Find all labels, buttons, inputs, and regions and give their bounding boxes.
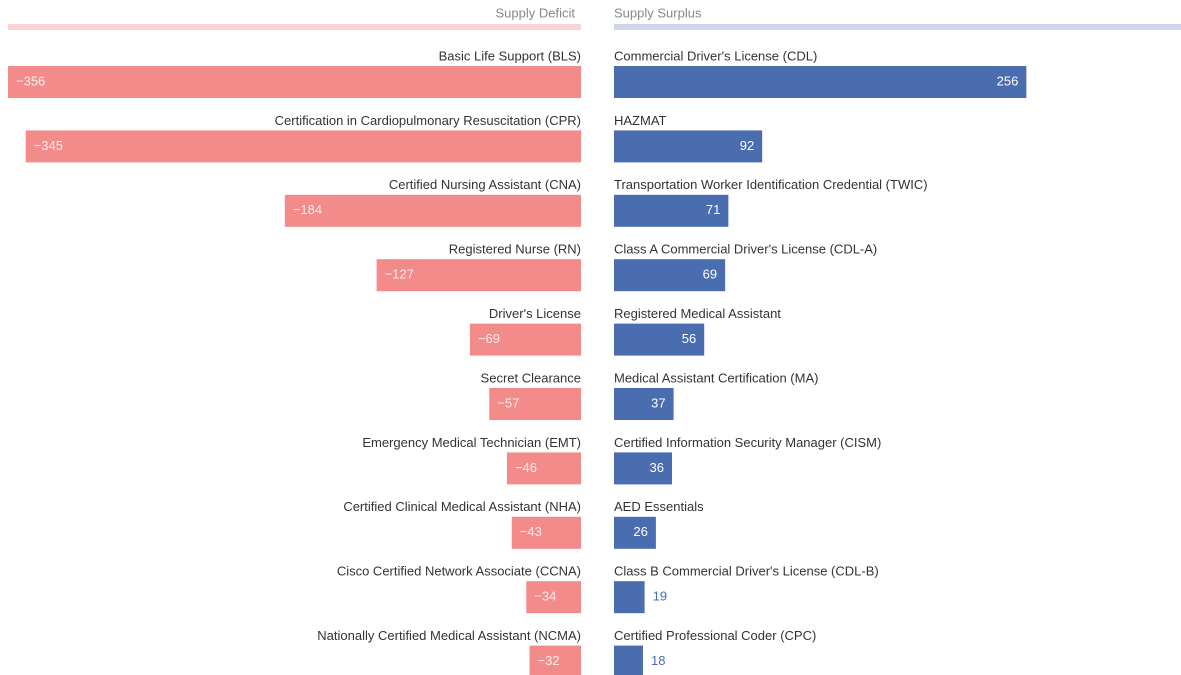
category-label: Cisco Certified Network Associate (CCNA) [337, 564, 581, 579]
value-label: −69 [478, 331, 500, 346]
bar [469, 323, 581, 356]
value-label: 36 [650, 460, 664, 475]
value-label: 71 [706, 202, 720, 217]
value-label: −127 [385, 267, 414, 282]
category-label: Secret Clearance [481, 370, 581, 385]
category-label: Transportation Worker Identification Cre… [614, 177, 928, 192]
category-label: HAZMAT [614, 113, 667, 128]
bar [614, 516, 656, 549]
bar [614, 259, 726, 292]
category-label: Certified Clinical Medical Assistant (NH… [343, 499, 581, 514]
category-label: Emergency Medical Technician (EMT) [362, 435, 581, 450]
category-label: Class B Commercial Driver's License (CDL… [614, 564, 879, 579]
value-label: −32 [537, 653, 559, 668]
category-label: AED Essentials [614, 499, 704, 514]
bar [284, 194, 581, 227]
value-label: 37 [651, 395, 665, 410]
bar [489, 388, 581, 420]
category-label: Driver's License [489, 306, 581, 321]
category-label: Registered Medical Assistant [614, 306, 781, 321]
bar [511, 516, 581, 549]
category-label: Class A Commercial Driver's License (CDL… [614, 242, 877, 257]
deficit-title: Supply Deficit [496, 5, 576, 20]
category-label: Certified Nursing Assistant (CNA) [389, 177, 581, 192]
bar [614, 66, 1027, 98]
value-label: −43 [520, 524, 542, 539]
value-label: −356 [16, 73, 45, 88]
value-label: −34 [534, 589, 556, 604]
value-label: −46 [515, 460, 537, 475]
bar [614, 194, 729, 227]
category-label: Commercial Driver's License (CDL) [614, 48, 817, 63]
header-band [614, 24, 1181, 30]
bar [614, 388, 674, 420]
value-label: 56 [682, 331, 696, 346]
category-label: Medical Assistant Certification (MA) [614, 370, 818, 385]
category-label: Certified Information Security Manager (… [614, 435, 881, 450]
bar [526, 581, 581, 614]
category-label: Certification in Cardiopulmonary Resusci… [275, 113, 581, 128]
surplus-title: Supply Surplus [614, 5, 702, 20]
category-label: Certified Professional Coder (CPC) [614, 628, 816, 643]
bar [506, 452, 581, 485]
bar [529, 645, 581, 675]
category-label: Basic Life Support (BLS) [439, 48, 581, 63]
bar [8, 66, 581, 98]
value-label: 256 [997, 73, 1019, 88]
category-label: Nationally Certified Medical Assistant (… [317, 628, 581, 643]
value-label: −184 [293, 202, 322, 217]
value-label: −345 [34, 138, 63, 153]
header-band [8, 24, 581, 30]
bar [376, 259, 581, 292]
value-label: 92 [740, 138, 754, 153]
value-label: 18 [651, 653, 665, 668]
category-label: Registered Nurse (RN) [449, 242, 581, 257]
bar [614, 645, 643, 675]
value-label: 19 [653, 589, 667, 604]
bar [614, 581, 645, 614]
bar [614, 323, 705, 356]
value-label: 26 [633, 524, 647, 539]
bar [614, 452, 672, 485]
value-label: 69 [703, 267, 717, 282]
bar [25, 130, 581, 163]
value-label: −57 [497, 395, 519, 410]
bar [614, 130, 763, 163]
